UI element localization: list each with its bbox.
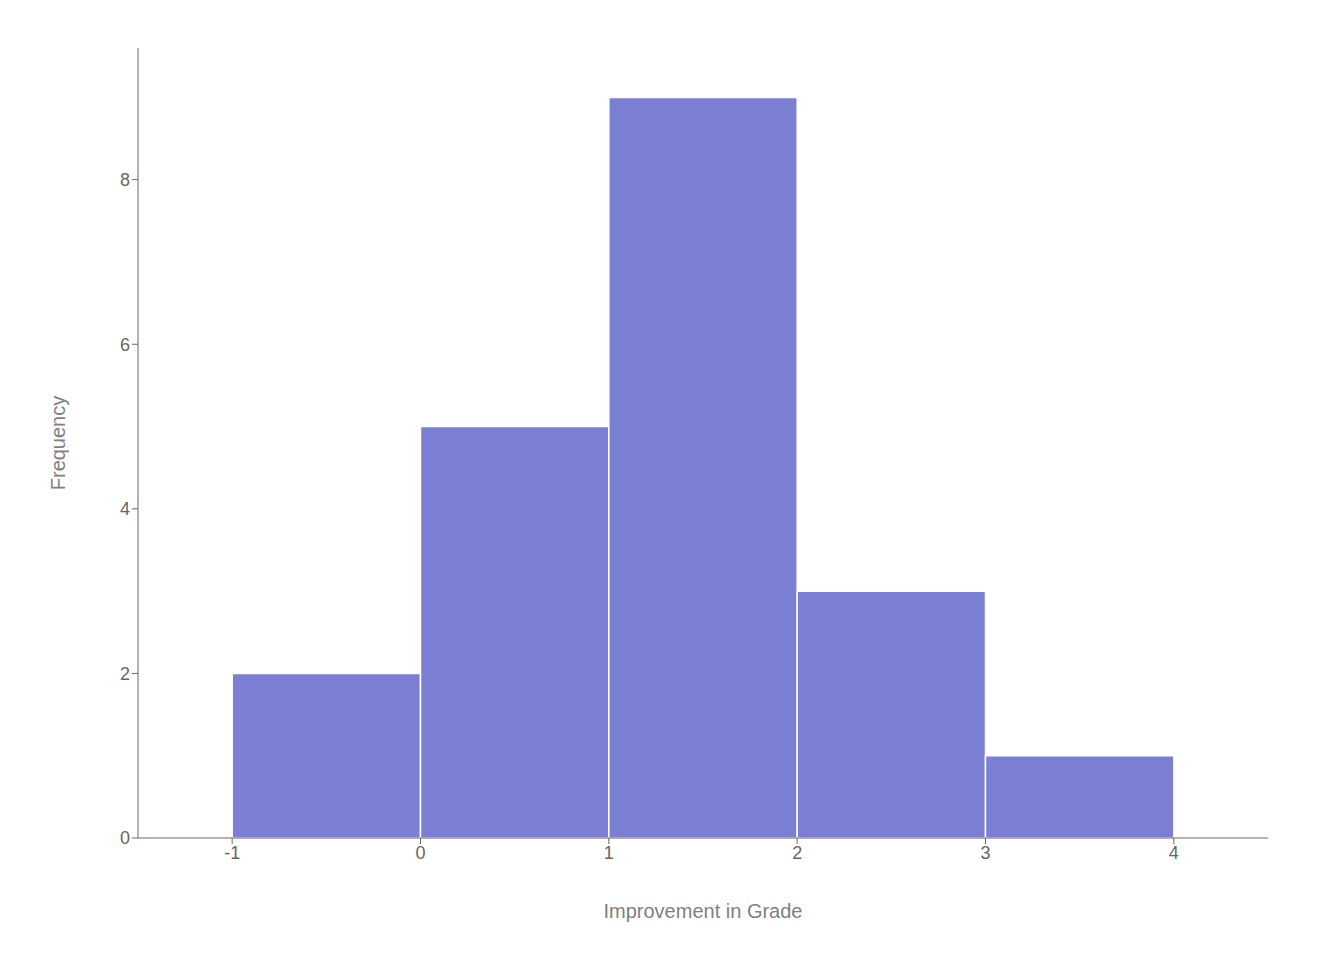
- svg-text:0: 0: [120, 828, 130, 848]
- svg-text:Frequency: Frequency: [47, 396, 69, 491]
- svg-text:6: 6: [120, 335, 130, 355]
- svg-text:8: 8: [120, 170, 130, 190]
- svg-text:2: 2: [792, 843, 802, 863]
- svg-text:0: 0: [415, 843, 425, 863]
- svg-text:4: 4: [120, 499, 130, 519]
- svg-text:4: 4: [1169, 843, 1179, 863]
- svg-text:Improvement in Grade: Improvement in Grade: [604, 900, 803, 922]
- svg-text:3: 3: [980, 843, 990, 863]
- svg-text:2: 2: [120, 664, 130, 684]
- svg-text:1: 1: [604, 843, 614, 863]
- svg-text:-1: -1: [224, 843, 240, 863]
